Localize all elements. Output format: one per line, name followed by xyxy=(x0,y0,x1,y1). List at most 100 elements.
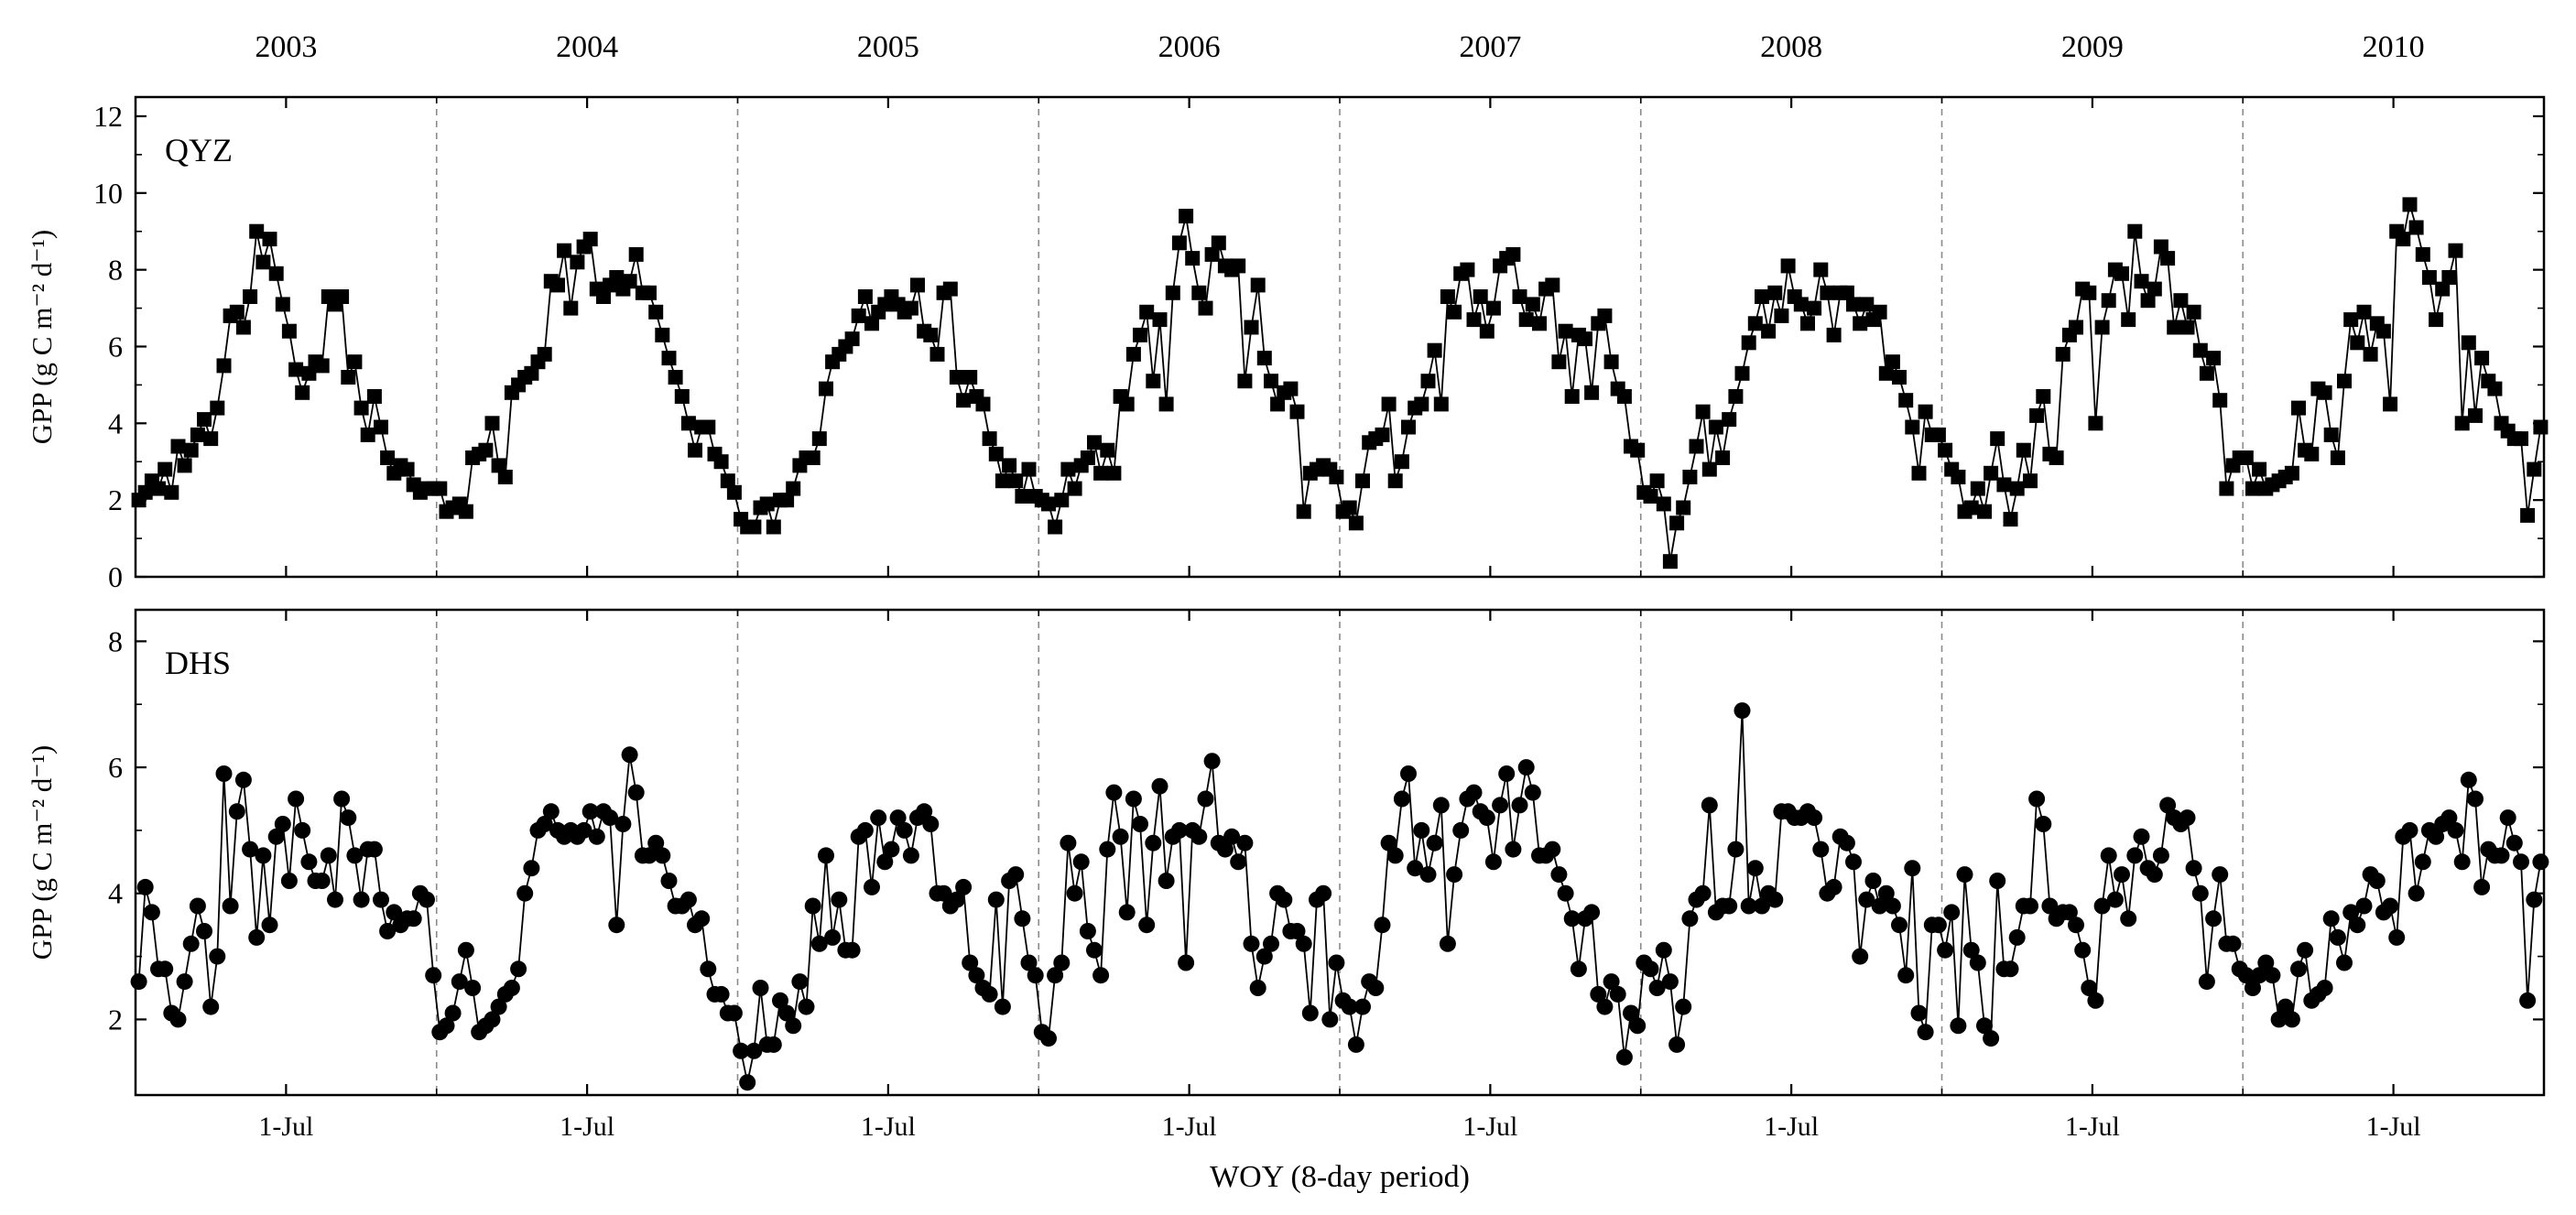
qyz-point-2010-36 xyxy=(2468,407,2483,423)
dhs-point-2003-9 xyxy=(182,935,200,952)
dhs-point-2003-21 xyxy=(261,917,278,934)
dhs-point-2005-8 xyxy=(778,1004,796,1022)
qyz-markers xyxy=(131,197,2549,570)
qyz-point-2009-32 xyxy=(2140,293,2156,309)
dhs-point-2006-9 xyxy=(1086,941,1103,959)
dhs-point-2004-34 xyxy=(647,834,665,852)
dhs-point-2003-39 xyxy=(379,923,397,939)
qyz-point-2005-34 xyxy=(949,370,964,385)
qyz-point-2006-37 xyxy=(1270,396,1286,412)
qyz-point-2009-16 xyxy=(2036,389,2051,404)
dhs-point-2009-15 xyxy=(2028,790,2046,808)
qyz-point-2005-12 xyxy=(805,450,821,465)
dhs-point-2005-9 xyxy=(785,1017,802,1035)
dhs-point-2008-35 xyxy=(1858,891,1875,908)
year-label-2003: 2003 xyxy=(255,30,317,64)
qyz-point-2005-42 xyxy=(1002,458,1017,473)
dhs-point-2007-46 xyxy=(1629,1017,1647,1035)
qyz-point-2006-26 xyxy=(1198,300,1213,316)
qyz-point-2007-33 xyxy=(1545,277,1560,293)
dhs-point-2005-32 xyxy=(935,884,952,902)
dhs-point-2007-37 xyxy=(1570,960,1587,978)
dhs-point-2008-6 xyxy=(1668,1036,1686,1053)
dhs-point-2008-7 xyxy=(1675,998,1692,1015)
qyz-point-2010-44 xyxy=(2520,507,2536,523)
dhs-point-2009-38 xyxy=(2179,809,2196,827)
dhs-point-2004-15 xyxy=(523,860,540,877)
qyz-point-2004-26 xyxy=(596,289,611,304)
qyz-point-2004-42 xyxy=(701,419,716,435)
dhs-point-2006-31 xyxy=(1230,853,1247,871)
dhs-point-2007-25 xyxy=(1492,797,1509,814)
dhs-point-2009-33 xyxy=(2146,866,2163,884)
dhs-point-2008-5 xyxy=(1661,973,1679,991)
dhs-point-2004-12 xyxy=(503,980,520,996)
dhs-point-2009-9 xyxy=(1989,873,2006,889)
dhs-point-2009-17 xyxy=(2041,897,2059,915)
dhs-point-2007-7 xyxy=(1374,917,1391,934)
qyz-point-2007-21 xyxy=(1466,312,1482,328)
qyz-point-2009-34 xyxy=(2153,239,2168,255)
dhs-point-2005-3 xyxy=(745,1042,763,1059)
dhs-point-2005-21 xyxy=(864,878,880,895)
qyz-point-2009-5 xyxy=(1963,500,1979,515)
dhs-point-2010-2 xyxy=(2244,980,2261,996)
qyz-point-2005-36 xyxy=(962,370,978,385)
qyz-point-2003-38 xyxy=(374,419,388,435)
dhs-point-2005-27 xyxy=(902,847,919,864)
qyz-point-2005-35 xyxy=(956,393,972,408)
qyz-point-2008-28 xyxy=(1813,262,1829,277)
dhs-point-2009-7 xyxy=(1976,1017,1993,1035)
qyz-point-2007-41 xyxy=(1597,308,1613,323)
year-labels: 2003 2004 2005 2006 2007 2008 2009 2010 xyxy=(255,30,2424,64)
dhs-point-2006-17 xyxy=(1138,917,1156,934)
qyz-point-2006-32 xyxy=(1237,374,1253,389)
qyz-point-2006-17 xyxy=(1139,304,1155,320)
dhs-point-2003-15 xyxy=(222,897,239,915)
qyz-point-2005-9 xyxy=(786,481,801,496)
dhs-point-2010-36 xyxy=(2467,790,2484,808)
qyz-point-2008-7 xyxy=(1676,500,1691,515)
dhs-point-2008-33 xyxy=(1845,853,1862,871)
dhs-point-2006-44 xyxy=(1315,884,1332,902)
dhs-point-2005-41 xyxy=(994,998,1011,1015)
qyz-point-2008-20 xyxy=(1761,323,1777,339)
dhs-point-2005-10 xyxy=(791,973,809,991)
dhs-point-2010-41 xyxy=(2499,809,2516,827)
year-label-2007: 2007 xyxy=(1459,30,1521,64)
qyz-point-2006-22 xyxy=(1171,235,1187,251)
dhs-point-2006-8 xyxy=(1079,923,1096,939)
dhs-point-2010-40 xyxy=(2493,847,2510,864)
dhs-point-2007-42 xyxy=(1603,973,1620,991)
dhs-point-2003-3 xyxy=(143,904,160,921)
dhs-point-2010-37 xyxy=(2473,878,2491,895)
dhs-point-2004-10 xyxy=(490,998,507,1015)
dhs-point-2007-2 xyxy=(1341,998,1358,1015)
dhs-point-2003-32 xyxy=(333,790,351,808)
dhs-point-2004-24 xyxy=(582,803,599,820)
qyz-point-2008-33 xyxy=(1846,297,1861,312)
dhs-point-2004-17 xyxy=(536,816,553,832)
dhs-point-2006-26 xyxy=(1197,790,1214,808)
dhs-point-2006-7 xyxy=(1072,853,1090,871)
x-tick-label-2006: 1-Jul xyxy=(1162,1112,1217,1142)
qyz-point-2009-28 xyxy=(2114,266,2129,281)
dhs-point-2003-37 xyxy=(365,841,383,858)
dhs-point-2005-1 xyxy=(733,1042,750,1059)
qyz-point-2006-3 xyxy=(1048,519,1063,535)
qyz-point-2007-23 xyxy=(1479,323,1495,339)
x-tick-label-2005: 1-Jul xyxy=(861,1112,916,1142)
dhs-point-2008-41 xyxy=(1897,967,1915,984)
dhs-point-2010-45 xyxy=(2526,891,2543,908)
dhs-point-2004-4 xyxy=(451,973,468,991)
year-label-2010: 2010 xyxy=(2363,30,2425,64)
dhs-point-2005-36 xyxy=(962,954,979,971)
qyz-point-2006-31 xyxy=(1231,258,1246,274)
dhs-point-2004-31 xyxy=(627,784,645,801)
dhs-point-2004-6 xyxy=(464,980,482,996)
qyz-point-2006-10 xyxy=(1093,465,1109,481)
dhs-point-2009-29 xyxy=(2120,910,2137,928)
dhs-point-2005-35 xyxy=(955,878,973,895)
x-tick-label-2008: 1-Jul xyxy=(1764,1112,1819,1142)
dhs-point-2009-34 xyxy=(2152,847,2169,864)
